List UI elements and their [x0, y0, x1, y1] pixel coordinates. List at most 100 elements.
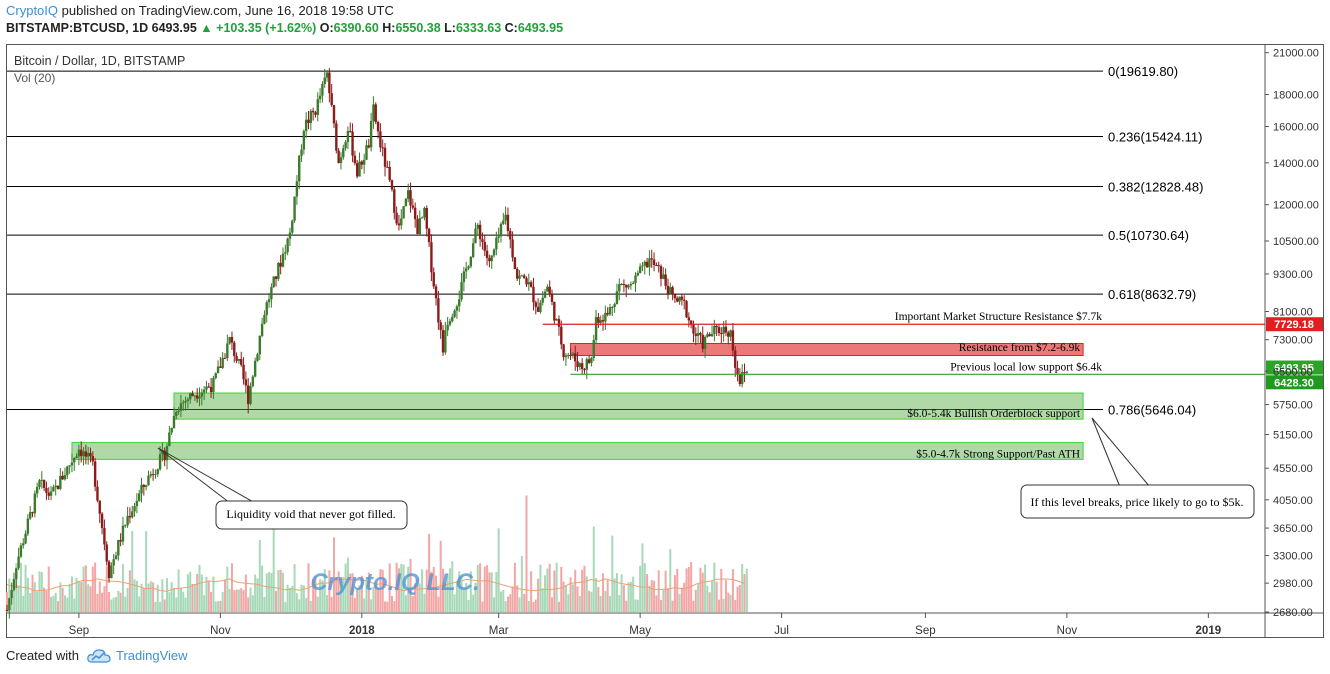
volume-bar: [390, 595, 393, 612]
volume-bar: [281, 572, 284, 612]
open-value: 6390.60: [333, 21, 379, 35]
volume-bar: [50, 596, 53, 612]
volume-bar: [414, 583, 417, 612]
volume-bar: [175, 597, 178, 612]
watermark: Crypto.IQ LLC.: [310, 569, 479, 596]
volume-bar: [495, 572, 498, 612]
volume-bar: [349, 573, 352, 612]
volume-bar: [634, 599, 637, 612]
zone-label: $6.0-5.4k Bullish Orderblock support: [907, 407, 1081, 420]
zone-label: Resistance from $7.2-6.9k: [959, 341, 1081, 354]
candle-up: [460, 282, 463, 300]
y-tick-label: 12000.00: [1273, 200, 1319, 212]
candle-down: [230, 336, 234, 343]
volume-bar: [247, 597, 250, 612]
candle-down: [522, 275, 526, 279]
candle-up: [221, 357, 224, 368]
candle-up: [423, 207, 426, 218]
volume-bar: [346, 557, 349, 612]
candle-up: [604, 312, 607, 322]
candle-down: [314, 112, 317, 115]
volume-bar: [105, 566, 108, 612]
volume-bar: [490, 572, 493, 612]
candle-up: [585, 359, 588, 370]
volume-bar: [641, 543, 644, 612]
y-tick-label: 3300.00: [1273, 550, 1313, 562]
zones: Resistance from $7.2-6.9k $6.0-5.4k Bulli…: [71, 341, 1084, 460]
candle-up: [267, 299, 271, 303]
candle-down: [731, 330, 735, 351]
change: +103.35 (+1.62%): [216, 21, 317, 35]
volume-bar: [720, 568, 723, 612]
candle-up: [631, 283, 635, 285]
candle-down: [625, 284, 628, 288]
candle-down: [574, 353, 577, 362]
candle-down: [652, 259, 656, 265]
candle-up: [82, 451, 85, 457]
volume-bar: [358, 585, 361, 612]
volume-bar: [451, 561, 454, 612]
volume-bar: [22, 595, 25, 612]
candle-up: [418, 218, 422, 235]
volume-bar: [643, 563, 646, 612]
candle-down: [548, 286, 551, 294]
last-price: 6493.95: [151, 21, 197, 35]
candle-up: [641, 265, 644, 267]
candle-down: [235, 356, 238, 361]
candle-down: [485, 250, 489, 259]
candle-up: [520, 275, 524, 277]
volume-bar: [544, 575, 547, 612]
candle-down: [332, 105, 336, 124]
candle-down: [580, 363, 584, 370]
volume-bar: [230, 563, 233, 612]
candle-up: [638, 266, 642, 273]
candle-up: [73, 458, 76, 463]
candle-down: [439, 322, 442, 331]
volume-bar: [506, 596, 509, 612]
volume-bar: [567, 594, 570, 612]
volume-bar: [428, 533, 431, 612]
candle-up: [8, 598, 11, 611]
candle-up: [77, 449, 81, 457]
y-tick-label: 8100.00: [1273, 306, 1313, 318]
volume-bar: [446, 573, 449, 612]
fib-label: 0.786(5646.04): [1108, 403, 1196, 418]
volume-bar: [126, 587, 129, 612]
candle-down: [355, 163, 359, 177]
candle-up: [260, 323, 264, 336]
candle-down: [683, 299, 686, 301]
candle-up: [284, 252, 287, 254]
candle-up: [205, 386, 208, 390]
tradingview-link[interactable]: TradingView: [87, 648, 188, 663]
volume-bar: [356, 588, 359, 612]
candle-down: [374, 104, 377, 122]
candle-down: [411, 205, 415, 208]
candle-up: [182, 402, 185, 404]
volume-bar: [511, 586, 514, 612]
candle-down: [307, 119, 310, 124]
candle-up: [202, 389, 206, 393]
price-tag: [1266, 360, 1323, 375]
candle-up: [490, 255, 493, 262]
price-tag-label: 6428.30: [1274, 377, 1314, 389]
volume-bar: [8, 578, 11, 612]
candle-down: [330, 93, 333, 106]
volume-bar: [479, 563, 482, 612]
volume-bar: [29, 593, 32, 612]
volume-bar: [404, 595, 407, 612]
volume-bar: [388, 563, 391, 612]
publisher-name[interactable]: CryptoIQ: [6, 3, 59, 18]
candle-down: [381, 147, 384, 149]
volume-bar: [706, 585, 709, 612]
candle-up: [365, 145, 368, 160]
candle-up: [420, 217, 424, 219]
candle-down: [550, 293, 554, 302]
volume-bar: [608, 596, 611, 612]
volume-bar: [235, 589, 238, 612]
candle-down: [671, 287, 674, 295]
volume-bar: [379, 569, 382, 612]
candle-down: [655, 264, 658, 266]
candle-down: [562, 344, 565, 358]
candle-down: [349, 130, 352, 132]
